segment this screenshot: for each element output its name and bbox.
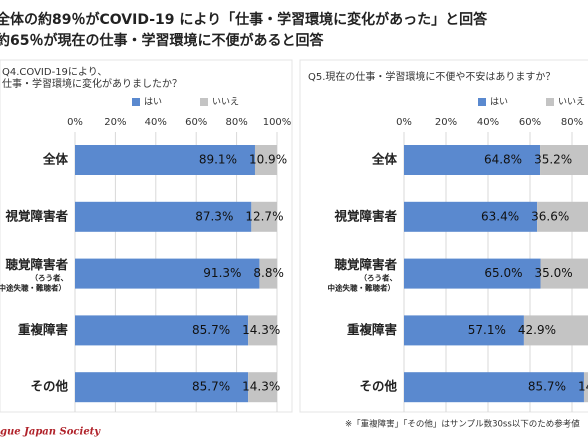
headline: 全体の約89％がCOVID-19 により「仕事・学習環境に変化があった」と回答 bbox=[0, 11, 488, 28]
value-label: 10.9% bbox=[249, 153, 287, 167]
bar-segment bbox=[75, 258, 260, 289]
value-label: 89.1% bbox=[199, 153, 237, 167]
x-tick-label: 20% bbox=[435, 117, 457, 128]
value-label: 36.6% bbox=[531, 209, 569, 223]
question: Q5.現在の仕事・学習環境に不便や不安はありますか？ bbox=[308, 70, 555, 83]
logo: gue Japan Society bbox=[0, 427, 101, 438]
bar-segment bbox=[75, 201, 252, 232]
value-label: 12.7% bbox=[245, 209, 283, 223]
question: Q4.COVID-19により、 bbox=[2, 66, 107, 78]
bar-segment bbox=[523, 315, 588, 346]
panel-left bbox=[0, 59, 293, 413]
bar-segment bbox=[404, 201, 538, 232]
value-label: 87.3% bbox=[195, 209, 233, 223]
category-label: 全体 bbox=[42, 152, 69, 167]
value-label: 35.2% bbox=[534, 153, 572, 167]
value-label: 8.8% bbox=[253, 266, 284, 280]
value-label: 57.1% bbox=[468, 323, 506, 337]
category-note: 中途失聴・難聴者） bbox=[0, 283, 66, 293]
bar-segment bbox=[540, 145, 588, 175]
value-label: 14.3% bbox=[242, 323, 280, 337]
category-label: 視覚障害者 bbox=[4, 208, 68, 223]
value-label: 85.7% bbox=[192, 380, 230, 394]
category-label: その他 bbox=[359, 379, 397, 394]
panel-right bbox=[299, 59, 588, 413]
legend-swatch bbox=[546, 98, 554, 106]
bar-segment bbox=[248, 315, 277, 346]
category-note: （ろう者、 bbox=[31, 273, 69, 283]
question: 仕事・学習環境に変化がありましたか？ bbox=[2, 77, 182, 90]
bar-segment bbox=[404, 315, 524, 346]
bar-segment bbox=[75, 145, 255, 175]
category-label: 聴覚障害者 bbox=[5, 257, 68, 272]
category-note: （ろう者、 bbox=[360, 273, 398, 283]
value-label: 64.8% bbox=[484, 153, 522, 167]
bar-segment bbox=[248, 372, 277, 403]
value-label: 35.0% bbox=[535, 266, 573, 280]
bar-segment bbox=[259, 258, 278, 289]
value-label: 65.0% bbox=[484, 266, 522, 280]
category-label: 聴覚障害者 bbox=[334, 257, 397, 272]
x-tick-label: 40% bbox=[477, 117, 499, 128]
value-label: 85.7% bbox=[192, 323, 230, 337]
x-tick-label: 40% bbox=[145, 117, 167, 128]
bar-segment bbox=[404, 145, 541, 175]
category-label: 全体 bbox=[371, 152, 398, 167]
value-label: 14.3% bbox=[242, 380, 280, 394]
category-label: 重複障害 bbox=[347, 322, 397, 337]
category-label: 視覚障害者 bbox=[333, 208, 397, 223]
x-tick-label: 20% bbox=[104, 117, 126, 128]
category-note: 中途失聴・難聴者） bbox=[328, 283, 396, 293]
bar-segment bbox=[583, 372, 588, 403]
footnote: ※「重複障害」「その他」はサンプル数30ss以下のため参考値 bbox=[345, 419, 580, 430]
headline: 約65％が現在の仕事・学習環境に不便があると回答 bbox=[0, 32, 324, 49]
x-tick-label: 100% bbox=[263, 117, 292, 128]
bar-segment bbox=[540, 258, 588, 289]
legend-label: はい bbox=[144, 97, 162, 108]
bar-segment bbox=[251, 201, 277, 232]
legend-swatch bbox=[478, 98, 486, 106]
legend-label: いいえ bbox=[212, 97, 239, 108]
value-label: 63.4% bbox=[481, 209, 519, 223]
legend-label: いいえ bbox=[558, 97, 585, 108]
value-label: 42.9% bbox=[518, 323, 556, 337]
legend-swatch bbox=[132, 98, 140, 106]
category-label: 重複障害 bbox=[18, 322, 68, 337]
category-label: その他 bbox=[30, 379, 68, 394]
bar-segment bbox=[404, 258, 541, 289]
bar-segment bbox=[404, 372, 584, 403]
bar-segment bbox=[75, 372, 249, 403]
x-tick-label: 60% bbox=[519, 117, 541, 128]
value-label: 14.3% bbox=[578, 380, 588, 394]
x-tick-label: 60% bbox=[185, 117, 207, 128]
x-tick-label: 0% bbox=[67, 117, 83, 128]
x-tick-label: 80% bbox=[225, 117, 247, 128]
x-tick-label: 80% bbox=[561, 117, 583, 128]
bar-segment bbox=[537, 201, 588, 232]
legend-swatch bbox=[200, 98, 208, 106]
value-label: 91.3% bbox=[203, 266, 241, 280]
legend-label: はい bbox=[490, 97, 508, 108]
x-tick-label: 0% bbox=[396, 117, 412, 128]
value-label: 85.7% bbox=[528, 380, 566, 394]
bar-segment bbox=[254, 145, 277, 175]
bar-segment bbox=[75, 315, 249, 346]
